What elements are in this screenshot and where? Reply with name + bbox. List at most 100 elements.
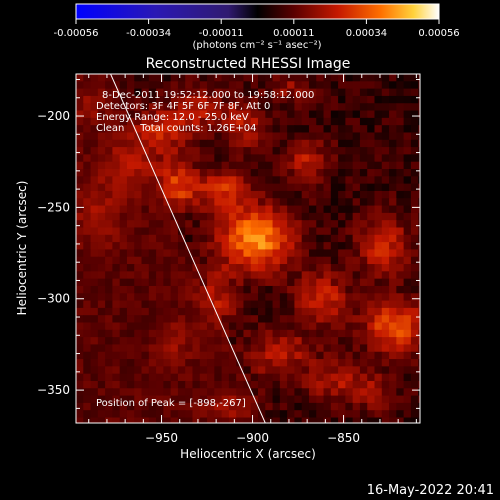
- heatmap-cell: [250, 95, 259, 104]
- heatmap-cell: [374, 388, 383, 397]
- heatmap-cell: [287, 315, 296, 324]
- heatmap-cell: [316, 366, 325, 375]
- heatmap-cell: [301, 388, 310, 397]
- heatmap-cell: [396, 154, 405, 163]
- heatmap-cell: [308, 344, 317, 353]
- heatmap-cell: [76, 220, 84, 229]
- heatmap-cell: [148, 139, 157, 148]
- heatmap-cell: [236, 271, 245, 280]
- heatmap-cell: [316, 425, 324, 433]
- heatmap-cell: [199, 271, 208, 280]
- heatmap-cell: [345, 103, 354, 112]
- heatmap-cell: [90, 417, 99, 423]
- heatmap-cell: [105, 337, 114, 346]
- heatmap-cell: [330, 242, 339, 251]
- heatmap-cell: [236, 88, 245, 97]
- heatmap-cell: [265, 249, 274, 258]
- heatmap-cell: [119, 234, 128, 243]
- heatmap-cell: [214, 212, 223, 221]
- heatmap-cell: [207, 322, 215, 331]
- heatmap-cell: [221, 227, 230, 236]
- heatmap-cell: [396, 351, 405, 360]
- heatmap-cell: [308, 359, 317, 367]
- heatmap-cell: [345, 359, 354, 367]
- heatmap-cell: [185, 425, 193, 433]
- heatmap-cell: [272, 337, 281, 346]
- heatmap-cell: [112, 351, 121, 360]
- heatmap-cell: [83, 293, 92, 302]
- heatmap-cell: [367, 285, 376, 294]
- heatmap-cell: [207, 183, 215, 192]
- heatmap-cell: [418, 285, 420, 294]
- heatmap-cell: [83, 234, 92, 243]
- heatmap-cell: [323, 351, 332, 360]
- heatmap-cell: [403, 198, 412, 207]
- heatmap-cell: [403, 242, 412, 251]
- heatmap-cell: [338, 234, 346, 243]
- heatmap-cell: [141, 132, 150, 141]
- heatmap-cell: [199, 256, 208, 265]
- heatmap-cell: [345, 161, 354, 170]
- heatmap-cell: [105, 256, 114, 265]
- heatmap-cell: [141, 300, 150, 309]
- heatmap-cell: [243, 198, 252, 207]
- heatmap-cell: [301, 322, 310, 331]
- x-axis-label: Heliocentric X (arcsec): [180, 447, 316, 461]
- heatmap-cell: [105, 161, 114, 170]
- heatmap-cell: [250, 139, 259, 148]
- heatmap-cell: [141, 344, 150, 353]
- heatmap-cell: [148, 278, 157, 287]
- heatmap-cell: [265, 81, 274, 90]
- heatmap-cell: [418, 373, 420, 382]
- heatmap-cell: [389, 249, 397, 258]
- heatmap-cell: [345, 242, 354, 251]
- heatmap-cell: [367, 227, 376, 236]
- heatmap-cell: [221, 176, 230, 185]
- heatmap-cell: [381, 278, 390, 287]
- heatmap-cell: [163, 154, 172, 163]
- heatmap-cell: [170, 344, 179, 353]
- heatmap-cell: [199, 373, 208, 382]
- heatmap-cell: [170, 110, 179, 119]
- heatmap-cell: [359, 337, 368, 346]
- heatmap-cell: [177, 410, 186, 419]
- heatmap-cell: [119, 81, 128, 90]
- heatmap-cell: [185, 322, 194, 331]
- heatmap-cell: [177, 132, 186, 141]
- heatmap-cell: [83, 139, 92, 148]
- heatmap-cell: [272, 234, 281, 243]
- heatmap-cell: [338, 278, 346, 287]
- heatmap-cell: [228, 125, 237, 134]
- heatmap-cell: [141, 315, 150, 324]
- heatmap-cell: [185, 125, 194, 134]
- heatmap-cell: [177, 344, 186, 353]
- heatmap-cell: [367, 88, 376, 97]
- heatmap-cell: [265, 125, 274, 134]
- heatmap-cell: [76, 425, 84, 433]
- heatmap-cell: [126, 176, 135, 185]
- heatmap-cell: [352, 285, 361, 294]
- heatmap-cell: [323, 256, 332, 265]
- heatmap-cell: [287, 380, 296, 389]
- heatmap-cell: [185, 212, 194, 221]
- heatmap-cell: [265, 351, 274, 360]
- heatmap-cell: [287, 373, 296, 382]
- heatmap-cell: [76, 161, 84, 170]
- heatmap-cell: [134, 380, 143, 389]
- heatmap-cell: [214, 344, 223, 353]
- heatmap-cell: [134, 271, 143, 280]
- heatmap-cell: [389, 147, 397, 155]
- heatmap-cell: [199, 293, 208, 302]
- heatmap-cell: [76, 264, 84, 272]
- heatmap-cell: [316, 234, 325, 243]
- heatmap-cell: [279, 81, 288, 90]
- heatmap-cell: [396, 337, 405, 346]
- heatmap-cell: [105, 359, 114, 367]
- heatmap-cell: [367, 132, 376, 141]
- heatmap-cell: [236, 81, 245, 90]
- heatmap-cell: [279, 410, 288, 419]
- heatmap-cell: [112, 198, 121, 207]
- heatmap-cell: [134, 88, 143, 97]
- heatmap-cell: [156, 293, 164, 302]
- heatmap-cell: [76, 132, 84, 141]
